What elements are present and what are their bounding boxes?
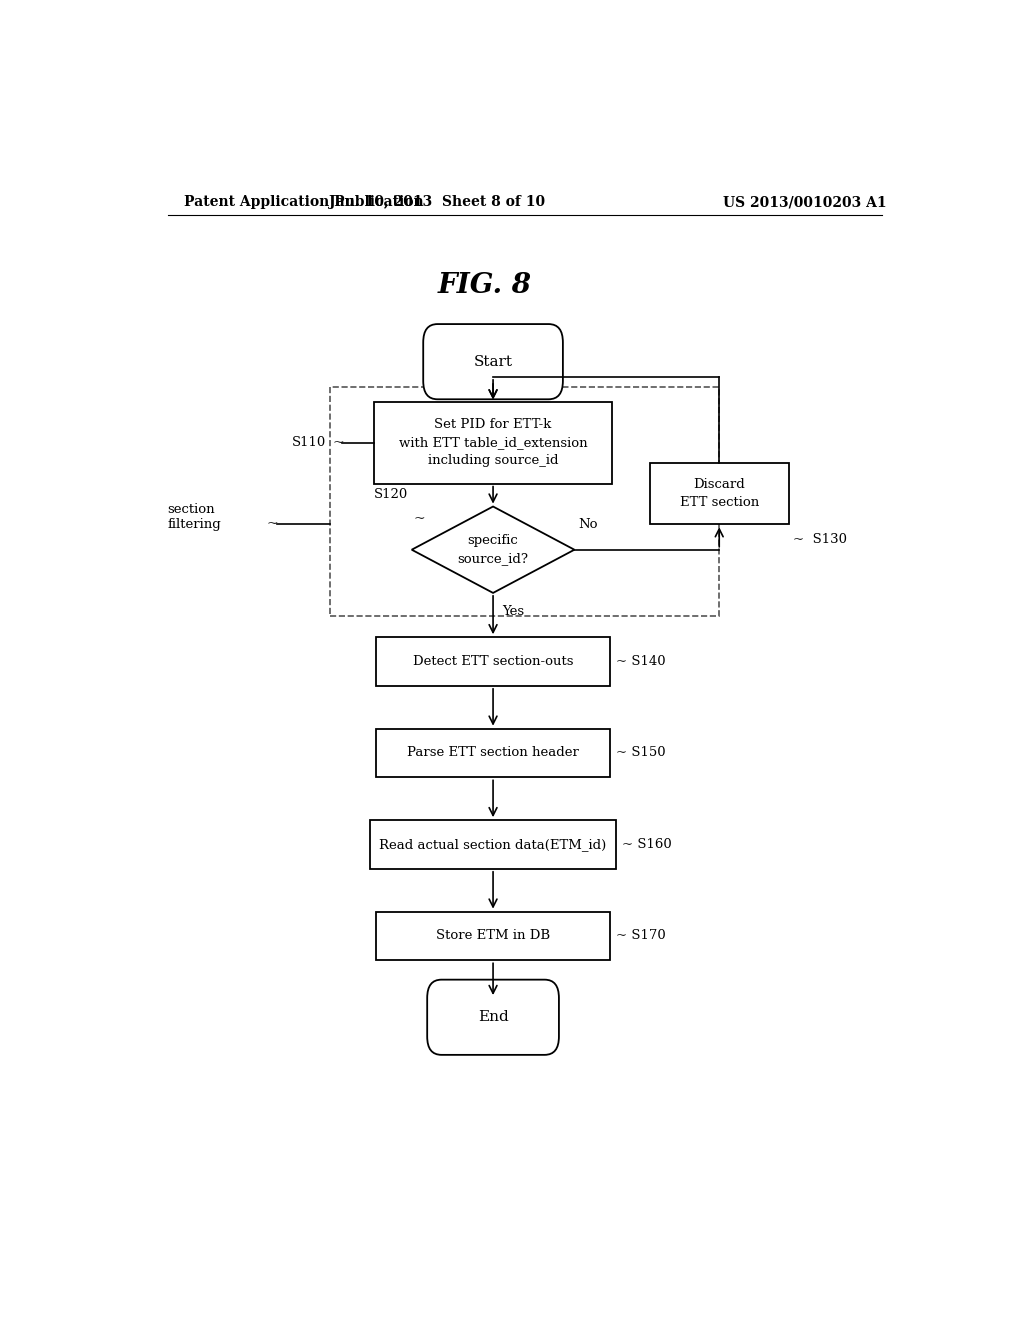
- Bar: [376, 912, 610, 961]
- FancyBboxPatch shape: [427, 979, 559, 1055]
- Bar: [650, 463, 788, 524]
- Bar: [331, 387, 719, 615]
- Text: ~  S130: ~ S130: [793, 533, 847, 546]
- FancyBboxPatch shape: [423, 325, 563, 399]
- Text: US 2013/0010203 A1: US 2013/0010203 A1: [723, 195, 887, 209]
- Bar: [370, 820, 616, 869]
- Text: S110: S110: [292, 437, 327, 450]
- Text: ~: ~: [333, 436, 344, 450]
- Text: section
filtering: section filtering: [168, 503, 221, 531]
- Text: No: No: [579, 519, 598, 532]
- Text: ~ S140: ~ S140: [616, 655, 666, 668]
- Text: Start: Start: [473, 355, 513, 368]
- Text: End: End: [477, 1010, 509, 1024]
- Text: ~ S170: ~ S170: [616, 929, 667, 942]
- Text: Patent Application Publication: Patent Application Publication: [183, 195, 423, 209]
- Text: specific
source_id?: specific source_id?: [458, 535, 528, 565]
- Text: Store ETM in DB: Store ETM in DB: [436, 929, 550, 942]
- Text: Read actual section data(ETM_id): Read actual section data(ETM_id): [380, 838, 606, 851]
- Text: ~ S160: ~ S160: [623, 838, 672, 851]
- Text: ~ S150: ~ S150: [616, 747, 666, 759]
- Bar: [376, 638, 610, 686]
- Text: Discard
ETT section: Discard ETT section: [680, 478, 759, 510]
- Text: Detect ETT section-outs: Detect ETT section-outs: [413, 655, 573, 668]
- Text: ~: ~: [267, 517, 279, 532]
- Text: ~: ~: [414, 512, 425, 525]
- Bar: [376, 729, 610, 777]
- Bar: [374, 403, 612, 483]
- Text: Parse ETT section header: Parse ETT section header: [408, 747, 579, 759]
- Text: FIG. 8: FIG. 8: [438, 272, 532, 298]
- Text: Set PID for ETT-k
with ETT table_id_extension
including source_id: Set PID for ETT-k with ETT table_id_exte…: [398, 418, 588, 467]
- Text: S120: S120: [374, 488, 408, 502]
- Polygon shape: [412, 507, 574, 593]
- Text: Yes: Yes: [503, 605, 524, 618]
- Text: Jan. 10, 2013  Sheet 8 of 10: Jan. 10, 2013 Sheet 8 of 10: [330, 195, 546, 209]
